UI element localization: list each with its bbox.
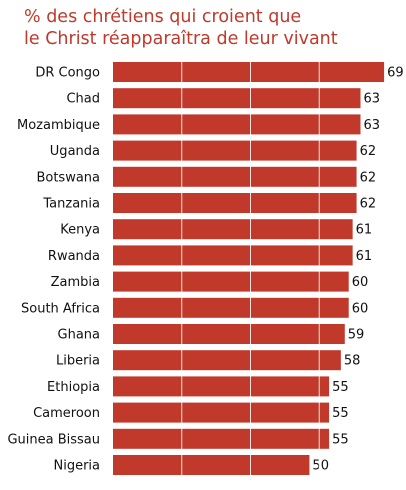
category-label: Botswana — [36, 170, 100, 185]
category-label: Rwanda — [48, 249, 100, 264]
chart-title: % des chrétiens qui croient que le Chris… — [24, 6, 338, 50]
bar — [113, 428, 330, 449]
value-label: 61 — [356, 249, 373, 264]
bar — [113, 140, 357, 161]
bar — [113, 350, 341, 371]
category-label: Cameroon — [33, 406, 100, 421]
bar — [113, 62, 385, 82]
value-label: 55 — [332, 380, 349, 395]
bar — [113, 297, 349, 318]
bar — [113, 193, 357, 213]
category-label: Liberia — [56, 354, 100, 369]
category-label: Nigeria — [53, 459, 100, 474]
value-label: 61 — [356, 223, 373, 238]
value-label: 59 — [348, 328, 365, 343]
category-label: Ghana — [58, 328, 101, 343]
category-label: DR Congo — [35, 66, 100, 81]
bar — [113, 114, 361, 135]
value-label: 50 — [312, 459, 329, 474]
value-label: 60 — [352, 275, 369, 290]
category-label: Uganda — [50, 144, 100, 159]
bar — [113, 88, 361, 109]
category-label: Zambia — [51, 275, 100, 290]
bar — [113, 455, 310, 475]
category-label: Mozambique — [17, 118, 100, 133]
bar — [113, 271, 349, 292]
value-label: 62 — [360, 197, 377, 212]
value-label: 55 — [332, 432, 349, 447]
title-line-1: % des chrétiens qui croient que — [24, 7, 302, 27]
category-label: Chad — [66, 92, 100, 107]
category-label: South Africa — [21, 301, 100, 316]
bar — [113, 219, 353, 240]
bar — [113, 376, 330, 397]
title-line-2: le Christ réapparaîtra de leur vivant — [24, 29, 338, 49]
category-label: Tanzania — [42, 197, 100, 212]
category-label: Kenya — [60, 223, 100, 238]
category-label: Ethiopia — [47, 380, 100, 395]
bar — [113, 166, 357, 187]
bar — [113, 402, 330, 423]
value-label: 55 — [332, 406, 349, 421]
value-label: 62 — [360, 170, 377, 185]
bar — [113, 324, 345, 344]
value-label: 58 — [344, 354, 361, 369]
value-label: 63 — [364, 118, 381, 133]
value-label: 63 — [364, 92, 381, 107]
value-label: 62 — [360, 144, 377, 159]
category-label: Guinea Bissau — [7, 432, 100, 447]
bar — [113, 245, 353, 266]
value-label: 69 — [387, 66, 404, 81]
value-label: 60 — [352, 301, 369, 316]
